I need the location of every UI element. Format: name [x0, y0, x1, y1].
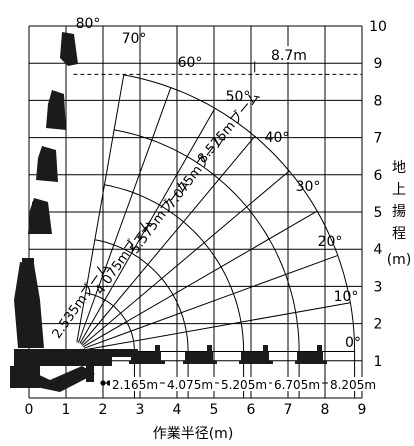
boom-angle-label: 30°: [296, 179, 321, 195]
y-axis-title-char: 地: [392, 160, 406, 176]
y-tick-label: 3: [374, 279, 383, 295]
y-tick-label: 9: [374, 56, 383, 72]
angle-ray: [80, 136, 256, 345]
y-tick-label: 2: [374, 317, 383, 333]
x-tick-label: 1: [62, 402, 71, 418]
x-axis-title: 作業半径(m): [153, 426, 234, 442]
y-tick-label: 5: [374, 205, 383, 221]
angle-ray: [77, 87, 172, 343]
crane-boom-head-2: [32, 202, 44, 208]
working-radius-origin: [100, 380, 106, 386]
working-radius-label-bg: [165, 377, 215, 391]
working-radius-label-bg: [110, 377, 160, 391]
crane-base-block: [14, 349, 112, 366]
angle-ray: [79, 108, 216, 344]
boom-angle-label: 70°: [122, 31, 147, 47]
angle-ray: [83, 254, 338, 349]
y-tick-label: 4: [374, 242, 383, 258]
working-radius-label-bg: [328, 377, 378, 391]
angle-ray: [82, 170, 290, 346]
boom-angle-label: 20°: [318, 234, 343, 250]
x-tick-label: 5: [210, 402, 219, 418]
y-axis-title-char: (m): [387, 252, 412, 268]
x-tick-label: 8: [321, 402, 330, 418]
x-tick-label: 4: [173, 402, 182, 418]
crane-boom-tip: [185, 352, 213, 361]
angle-rays: [76, 74, 355, 352]
crane-boom-tip: [131, 352, 161, 361]
y-tick-label: 1: [374, 354, 383, 370]
crane-boom-tip: [241, 352, 269, 361]
boom-angle-label: 80°: [76, 16, 101, 32]
y-axis-title: 地 上 揚 程 (m): [387, 160, 412, 268]
y-axis-title-char: 上: [392, 182, 406, 198]
y-tick-label: 7: [374, 131, 383, 147]
y-tick-label: 8: [374, 93, 383, 109]
crane-boom-base: [129, 361, 165, 364]
boom-angle-label: 40°: [265, 130, 290, 146]
max-height-label: 8.7m: [271, 48, 307, 64]
working-radius-label: 2.165m: [112, 378, 158, 392]
max-height-label-bg: [262, 46, 316, 62]
y-tick-label: 10: [369, 19, 387, 35]
crane-boom-upright-5: [60, 32, 78, 66]
crane-boom-upright-3: [36, 146, 58, 182]
x-tick-label: 9: [358, 402, 367, 418]
crane-support-leg: [86, 362, 94, 382]
crane-boom-tip: [297, 352, 323, 361]
crane-boom-base: [295, 361, 327, 364]
crane-horizontal-boom: [98, 349, 138, 357]
boom-angle-label: 0°: [345, 335, 361, 351]
angle-ray: [84, 302, 351, 351]
y-axis-title-char: 程: [392, 226, 406, 242]
x-tick-label: 7: [284, 402, 293, 418]
crane-hook-block: [207, 345, 212, 357]
x-tick-label: 6: [247, 402, 256, 418]
crane-boom-upright-1: [14, 262, 44, 348]
crane-boom-head-1: [22, 258, 34, 266]
crane-outrigger-leg: [20, 366, 95, 392]
x-tick-label: 0: [25, 402, 34, 418]
crane-boom-base: [239, 361, 273, 364]
x-tick-label: 2: [99, 402, 108, 418]
crane-silhouettes: [10, 32, 327, 392]
working-radius-label: 8.205m: [330, 378, 376, 392]
y-axis-title-char: 揚: [392, 203, 406, 220]
angle-ray: [83, 210, 318, 348]
working-radius-label-bg: [219, 377, 269, 391]
angle-ray: [76, 74, 125, 343]
crane-hook-block: [155, 345, 160, 357]
y-tick-label: 6: [374, 168, 383, 184]
crane-boom-upright-4: [46, 90, 66, 130]
boom-angle-label: 10°: [334, 289, 359, 305]
boom-angle-label: 60°: [178, 55, 203, 71]
crane-hook-block: [263, 345, 268, 357]
boom-angle-label: 50°: [226, 89, 251, 105]
crane-boom-base: [183, 361, 217, 364]
working-radius-label-bg: [272, 377, 322, 391]
working-radius-label: 6.705m: [274, 378, 320, 392]
working-radius-label: 5.205m: [221, 378, 267, 392]
working-radius-label: 4.075m: [167, 378, 213, 392]
crane-hook-block: [317, 345, 322, 357]
x-tick-label: 3: [136, 402, 145, 418]
